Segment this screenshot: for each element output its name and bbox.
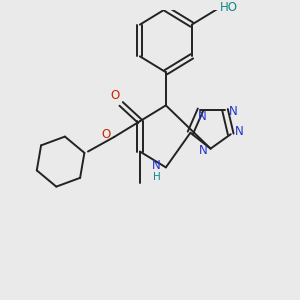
Text: N: N (152, 159, 161, 172)
Text: N: N (197, 110, 206, 123)
Text: HO: HO (220, 1, 238, 14)
Text: H: H (153, 172, 160, 182)
Text: N: N (229, 105, 237, 118)
Text: O: O (110, 89, 119, 102)
Text: N: N (235, 125, 243, 138)
Text: O: O (101, 128, 110, 141)
Text: N: N (199, 144, 208, 158)
